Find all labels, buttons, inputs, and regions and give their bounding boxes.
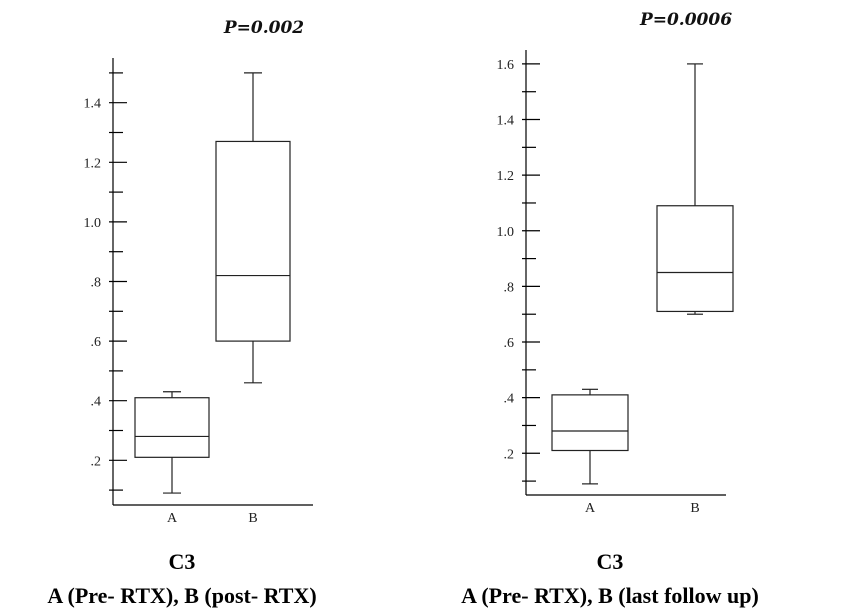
y-tick-label: .6 xyxy=(91,335,102,350)
caption-line-2: A (Pre- RTX), B (last follow up) xyxy=(461,583,759,608)
y-tick-label: .4 xyxy=(91,395,102,410)
y-tick-label: .8 xyxy=(504,280,515,295)
left-box-plot-panel: P=0.002 .2 .4 .6 .8 1.0 1.2 1.4 A B C3 A (Pre- RTX)… xyxy=(47,18,316,608)
y-tick-label: .2 xyxy=(504,447,515,462)
category-label: B xyxy=(690,501,699,516)
y-tick-label: 1.0 xyxy=(84,216,102,231)
y-tick-label: .2 xyxy=(91,454,102,469)
box-a: A xyxy=(135,392,209,526)
y-tick-label: .6 xyxy=(504,336,515,351)
category-label: B xyxy=(248,511,257,526)
caption-line-2: A (Pre- RTX), B (post- RTX) xyxy=(47,583,316,608)
y-tick-label: 1.0 xyxy=(497,225,515,240)
right-box-plot-panel: P=0.0006 .2 .4 .6 .8 1.0 1.2 1.4 1.6 A B C3 A (Pre- … xyxy=(461,10,759,608)
box-b: B xyxy=(657,64,733,516)
y-tick-label: 1.6 xyxy=(497,58,515,73)
y-tick-label: 1.4 xyxy=(84,97,102,112)
p-value-title: P=0.0006 xyxy=(639,10,732,30)
p-value-title: P=0.002 xyxy=(223,18,304,38)
caption-line-1: C3 xyxy=(597,549,624,574)
category-label: A xyxy=(585,501,596,516)
box-b: B xyxy=(216,73,290,526)
iqr-box xyxy=(552,395,628,451)
y-tick-label: .8 xyxy=(91,276,102,291)
category-label: A xyxy=(167,511,178,526)
y-tick-label: 1.4 xyxy=(497,114,515,129)
y-tick-label: 1.2 xyxy=(84,156,102,171)
y-tick-label: .4 xyxy=(504,392,515,407)
iqr-box xyxy=(657,206,733,312)
iqr-box xyxy=(216,141,290,341)
iqr-box xyxy=(135,398,209,458)
box-a: A xyxy=(552,389,628,516)
caption-line-1: C3 xyxy=(169,549,196,574)
y-tick-label: 1.2 xyxy=(497,169,515,184)
